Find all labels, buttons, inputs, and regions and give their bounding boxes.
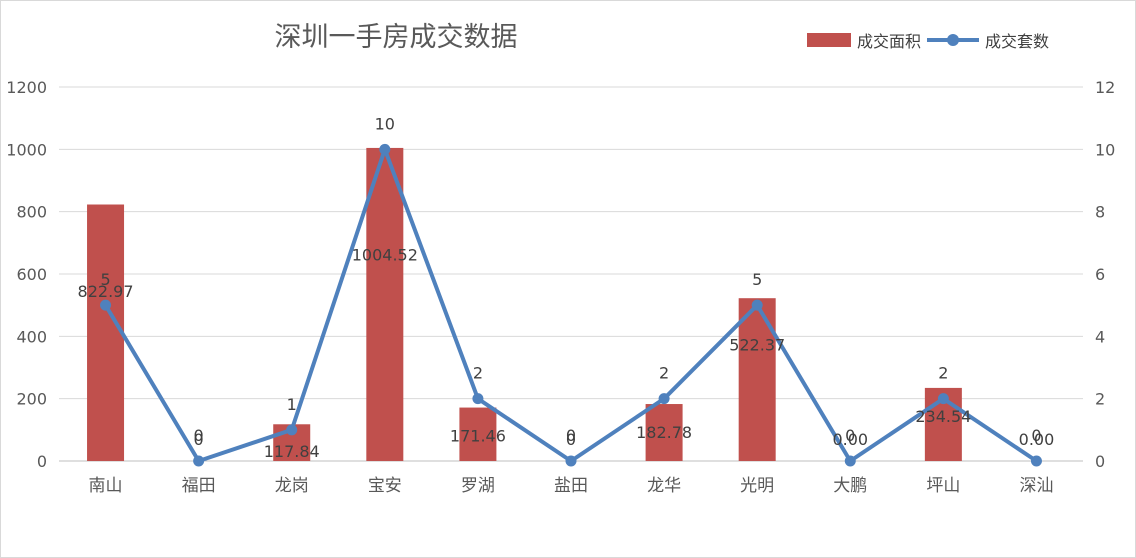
line-data-label: 10 [375, 114, 395, 133]
line-data-label: 5 [100, 270, 110, 289]
y-left-tick-label: 400 [16, 327, 47, 346]
line-data-labels: 5 0 1 10 2 0 2 5 0 2 0 [100, 114, 1041, 445]
series-line [103, 147, 1038, 463]
line-point [472, 393, 484, 405]
line-data-label: 5 [752, 270, 762, 289]
y-right-tick-label: 2 [1095, 390, 1105, 409]
legend-item-count: 成交套数 [927, 28, 1049, 52]
bar-data-label: 234.54 [915, 407, 971, 426]
bar-data-label: 171.46 [450, 427, 506, 446]
line-data-label: 0 [194, 426, 204, 445]
line-point [565, 455, 577, 467]
chart-title: 深圳一手房成交数据 [274, 22, 518, 53]
category-axis-labels: 南山 福田 龙岗 宝安 罗湖 盐田 龙华 光明 大鹏 坪山 深汕 [89, 476, 1054, 496]
legend-line-swatch [927, 33, 980, 47]
y-left-tick-label: 800 [16, 203, 47, 222]
x-category-label: 龙岗 [275, 476, 309, 496]
line-data-label: 0 [566, 426, 576, 445]
x-category-label: 盐田 [554, 476, 588, 496]
bar-data-label: 822.97 [78, 282, 134, 301]
x-category-label: 大鹏 [833, 476, 867, 496]
bar-data-label: 182.78 [636, 423, 692, 442]
left-axis-ticks: 0 200 400 600 800 1000 1200 [6, 78, 47, 471]
line-data-label: 0 [845, 426, 855, 445]
line-point [844, 455, 856, 467]
bar-data-label: 1004.52 [352, 246, 418, 265]
bar-data-label: 0 [194, 430, 204, 449]
gridlines [59, 86, 1083, 462]
line-point [100, 299, 112, 311]
bar [645, 404, 683, 461]
line-data-label: 2 [938, 364, 948, 383]
bar-series [87, 147, 962, 461]
bar [87, 204, 125, 461]
y-right-tick-label: 0 [1095, 452, 1105, 471]
bar-data-label: 522.37 [729, 335, 785, 354]
line-point [937, 393, 949, 405]
line-point [658, 393, 670, 405]
line-point [286, 424, 298, 436]
y-left-tick-label: 600 [16, 265, 47, 284]
x-category-label: 罗湖 [461, 476, 495, 496]
y-right-tick-label: 12 [1095, 78, 1115, 97]
x-category-label: 福田 [182, 476, 216, 496]
bar-data-labels: 822.97 0 117.84 1004.52 171.46 0 182.78 522.37 0… [78, 246, 1055, 461]
line-point [193, 455, 205, 467]
y-right-tick-label: 4 [1095, 327, 1105, 346]
line-data-label: 2 [659, 364, 669, 383]
line-data-label: 2 [473, 364, 483, 383]
bar-data-label: 117.84 [264, 442, 320, 461]
line-point [1030, 455, 1042, 467]
bar-data-label: 0 [566, 430, 576, 449]
bar [366, 147, 404, 461]
x-category-label: 深汕 [1019, 476, 1053, 496]
y-right-tick-label: 6 [1095, 265, 1105, 284]
bar-data-label: 0.00 [832, 430, 868, 449]
line-data-label: 1 [287, 395, 297, 414]
y-right-tick-label: 8 [1095, 203, 1105, 222]
x-category-label: 光明 [740, 476, 774, 496]
y-left-tick-label: 1200 [6, 78, 47, 97]
legend-item-area: 成交面积 [807, 28, 921, 52]
bar [738, 298, 776, 461]
line-point [751, 299, 763, 311]
line-series [100, 143, 1042, 467]
legend-bar-swatch [807, 33, 851, 47]
right-axis-ticks: 0 2 4 6 8 10 12 [1095, 78, 1115, 471]
bar [459, 407, 497, 461]
y-left-tick-label: 1000 [6, 140, 47, 159]
line-point [379, 143, 391, 155]
y-left-tick-label: 200 [16, 390, 47, 409]
legend-label-area: 成交面积 [857, 32, 922, 51]
chart-legend: 成交面积 成交套数 [807, 28, 1055, 52]
x-category-label: 龙华 [647, 476, 681, 496]
y-left-tick-label: 0 [37, 452, 47, 471]
x-category-label: 南山 [89, 476, 123, 496]
x-category-label: 坪山 [926, 476, 960, 496]
y-right-tick-label: 10 [1095, 140, 1115, 159]
bar-data-label: 0.00 [1019, 430, 1055, 449]
legend-label-count: 成交套数 [985, 32, 1050, 51]
line-data-label: 0 [1031, 426, 1041, 445]
x-category-label: 宝安 [368, 476, 402, 496]
